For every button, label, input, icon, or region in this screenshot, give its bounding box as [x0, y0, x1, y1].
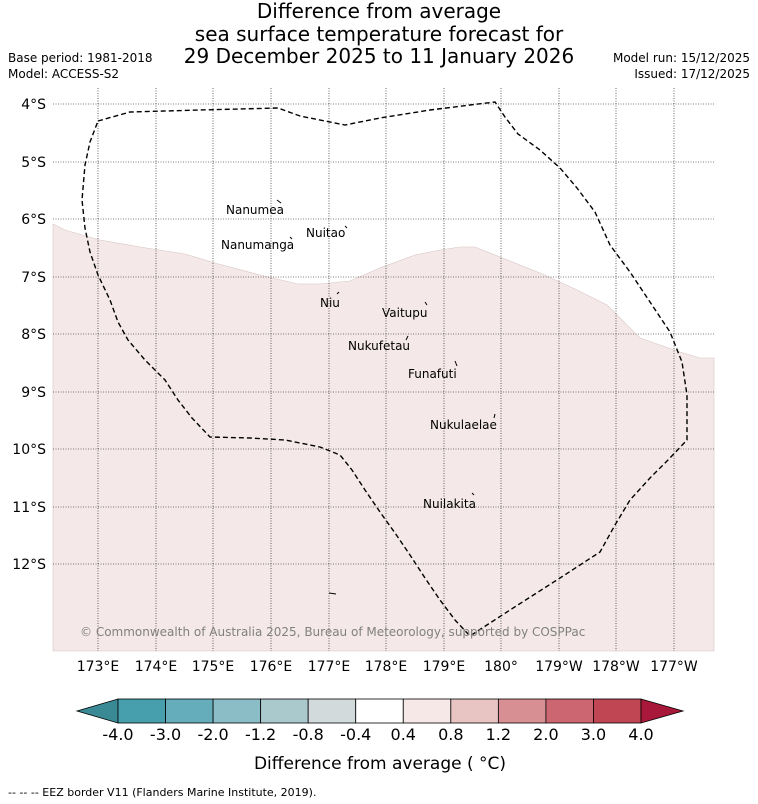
- lon-label: 177°E: [308, 659, 351, 675]
- lat-label: 9°S: [21, 385, 46, 401]
- eez-footer-note: -- -- -- EEZ border V11 (Flanders Marine…: [8, 786, 317, 799]
- colorbar-segment: [497, 698, 547, 724]
- island-nukufetau-icon: [405, 335, 409, 341]
- island-nukulaelae-icon: [493, 413, 496, 419]
- lat-label: 10°S: [12, 442, 46, 458]
- colorbar-tick-label: 3.0: [581, 725, 606, 744]
- lon-label: 178°W: [592, 659, 640, 675]
- place-label: Nanumanga: [221, 238, 294, 252]
- island-small-icon: [328, 592, 337, 595]
- colorbar-tick-label: -0.8: [293, 725, 324, 744]
- place-label: Vaitupu: [382, 306, 428, 320]
- colorbar-segment: [545, 698, 594, 724]
- colorbar-segment: [260, 698, 309, 724]
- island-funafuti-icon: [454, 360, 458, 367]
- place-label: Nuilakita: [423, 497, 476, 511]
- colorbar-segment: [450, 698, 499, 724]
- lon-label: 174°E: [135, 659, 178, 675]
- colorbar-tick-label: 0.8: [438, 725, 463, 744]
- colorbar-segment: [212, 698, 262, 724]
- place-label: Nukulaelae: [430, 418, 497, 432]
- colorbar-segment: [307, 698, 357, 724]
- colorbar-label: Difference from average ( °C): [254, 754, 506, 774]
- map-title-line-3: 29 December 2025 to 11 January 2026: [183, 44, 575, 68]
- island-niu-icon: [336, 291, 340, 295]
- island-nuitao-icon: [344, 225, 348, 229]
- colorbar-tick-label: -3.0: [150, 725, 181, 744]
- lat-label: 5°S: [21, 155, 46, 171]
- lon-label: 180°: [484, 659, 518, 675]
- place-label: Nukufetau: [348, 339, 410, 353]
- colorbar-tick-label: 4.0: [628, 725, 653, 744]
- colorbar-tick-label: -2.0: [197, 725, 228, 744]
- lon-label: 178°E: [365, 659, 408, 675]
- copyright-notice: © Commonwealth of Australia 2025, Bureau…: [80, 625, 585, 639]
- lat-label: 4°S: [21, 97, 46, 113]
- place-label: Nanumea: [226, 203, 284, 217]
- lon-label: 179°W: [535, 659, 583, 675]
- lon-label: 173°E: [77, 659, 120, 675]
- colorbar-segment: [593, 698, 642, 724]
- lon-label: 176°E: [250, 659, 293, 675]
- colorbar-segment: [165, 698, 214, 724]
- island-nanumea-icon: [276, 199, 282, 204]
- lon-label: 175°E: [192, 659, 235, 675]
- colorbar-tick-label: -1.2: [245, 725, 276, 744]
- island-nanumanga-icon: [289, 236, 293, 240]
- map-title-line-1: Difference from average: [256, 0, 502, 23]
- place-label: Funafuti: [408, 367, 457, 381]
- eez-border: [81, 101, 688, 637]
- lat-label: 12°S: [12, 557, 46, 573]
- colorbar-tick-label: -4.0: [102, 725, 133, 744]
- island-nuilakita-icon: [471, 492, 475, 496]
- colorbar: [75, 698, 685, 724]
- map-title-line-2: sea surface temperature forecast for: [194, 22, 564, 46]
- place-label: Niu: [320, 296, 340, 310]
- islands: [276, 199, 496, 595]
- colorbar-tick-label: -0.4: [340, 725, 371, 744]
- colorbar-extend-low: [75, 698, 119, 724]
- model-name: Model: ACCESS-S2: [8, 67, 120, 81]
- lon-label: 177°W: [650, 659, 698, 675]
- place-label: Nuitao: [306, 226, 345, 240]
- island-vaitupu-icon: [424, 301, 428, 306]
- lat-label: 6°S: [21, 212, 46, 228]
- anomaly-region-0.4-0.8: [52, 223, 715, 652]
- colorbar-segment: [402, 698, 452, 724]
- gridlines: [53, 88, 714, 651]
- colorbar-tick-label: 0.4: [391, 725, 416, 744]
- colorbar-tick-label: 1.2: [486, 725, 511, 744]
- issued-date: Issued: 17/12/2025: [634, 67, 750, 81]
- lon-label: 179°E: [423, 659, 466, 675]
- lat-label: 7°S: [21, 270, 46, 286]
- colorbar-extend-high: [640, 698, 685, 724]
- colorbar-tick-label: 2.0: [533, 725, 558, 744]
- lat-label: 11°S: [12, 500, 46, 516]
- colorbar-segment: [355, 698, 404, 724]
- lat-label: 8°S: [21, 327, 46, 343]
- colorbar-segment: [117, 698, 166, 724]
- base-period: Base period: 1981-2018: [8, 51, 153, 65]
- model-run: Model run: 15/12/2025: [612, 51, 750, 65]
